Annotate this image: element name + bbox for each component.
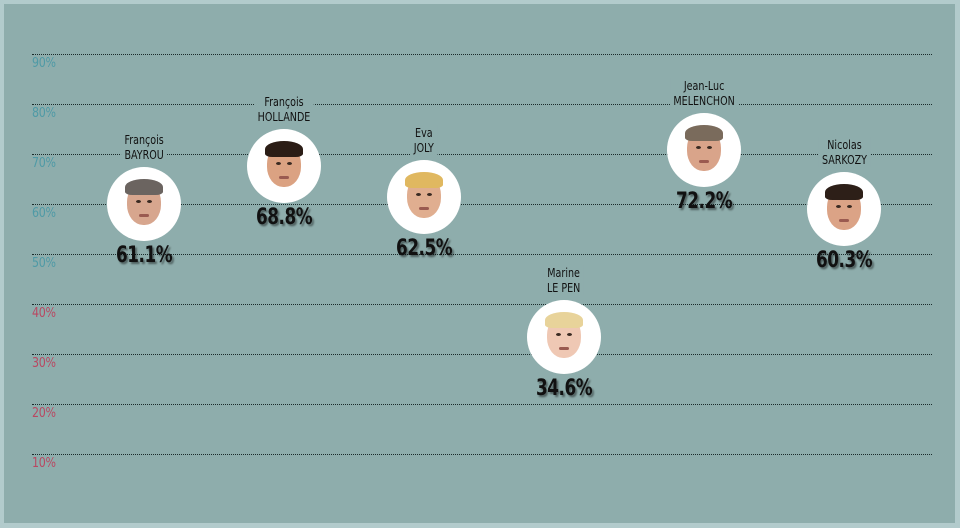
- gridline: [32, 254, 932, 255]
- candidate-point: Jean-Luc MELENCHON 72.2%: [634, 78, 774, 214]
- candidate-last-name: LE PEN: [547, 280, 581, 295]
- candidate-value: 62.5%: [395, 236, 453, 261]
- gridline: [32, 404, 932, 405]
- candidate-photo: [107, 167, 181, 241]
- candidate-value: 61.1%: [115, 243, 173, 268]
- y-tick-label: 80%: [32, 106, 56, 121]
- candidate-photo: [387, 160, 461, 234]
- gridline: [32, 154, 932, 155]
- candidate-value: 34.6%: [535, 376, 593, 401]
- candidate-photo: [527, 300, 601, 374]
- candidate-name: Marine LE PEN: [543, 265, 585, 295]
- y-tick-label: 70%: [32, 156, 56, 171]
- candidate-last-name: HOLLANDE: [257, 109, 311, 124]
- candidate-name: Jean-Luc MELENCHON: [669, 78, 739, 108]
- y-tick-label: 30%: [32, 356, 56, 371]
- chart-panel: [4, 4, 955, 523]
- candidate-first-name: François: [124, 132, 164, 147]
- candidate-photo: [247, 129, 321, 203]
- candidate-last-name: JOLY: [413, 140, 435, 155]
- face-icon: [405, 172, 443, 218]
- gridline: [32, 54, 932, 55]
- candidate-last-name: SARKOZY: [821, 152, 867, 167]
- face-icon: [125, 179, 163, 225]
- y-tick-label: 40%: [32, 306, 56, 321]
- candidate-name: François BAYROU: [120, 132, 168, 162]
- y-tick-label: 10%: [32, 456, 56, 471]
- candidate-name: François HOLLANDE: [254, 94, 314, 124]
- face-icon: [545, 312, 583, 358]
- candidate-point: Marine LE PEN 34.6%: [494, 265, 634, 401]
- candidate-point: Nicolas SARKOZY 60.3%: [774, 137, 914, 273]
- candidate-first-name: François: [264, 94, 304, 109]
- candidate-first-name: Eva: [415, 125, 433, 140]
- candidate-value: 68.8%: [255, 205, 313, 230]
- candidate-last-name: BAYROU: [124, 147, 164, 162]
- y-tick-label: 50%: [32, 256, 56, 271]
- candidate-name: Eva JOLY: [410, 125, 438, 155]
- gridline: [32, 204, 932, 205]
- y-tick-label: 90%: [32, 56, 56, 71]
- candidate-name: Nicolas SARKOZY: [818, 137, 870, 167]
- face-icon: [685, 125, 723, 171]
- y-tick-label: 20%: [32, 406, 56, 421]
- candidate-value: 72.2%: [675, 189, 733, 214]
- y-tick-label: 60%: [32, 206, 56, 221]
- candidate-first-name: Nicolas: [826, 137, 862, 152]
- candidate-photo: [667, 113, 741, 187]
- candidate-photo: [807, 172, 881, 246]
- gridline: [32, 454, 932, 455]
- candidate-point: François HOLLANDE 68.8%: [214, 94, 354, 230]
- candidate-first-name: Marine: [547, 265, 581, 280]
- face-icon: [825, 184, 863, 230]
- face-icon: [265, 141, 303, 187]
- gridline: [32, 104, 932, 105]
- candidate-point: Eva JOLY 62.5%: [354, 125, 494, 261]
- candidate-value: 60.3%: [815, 248, 873, 273]
- candidate-first-name: Jean-Luc: [683, 78, 725, 93]
- gridline: [32, 304, 932, 305]
- gridline: [32, 354, 932, 355]
- candidate-last-name: MELENCHON: [673, 93, 735, 108]
- candidate-point: François BAYROU 61.1%: [74, 132, 214, 268]
